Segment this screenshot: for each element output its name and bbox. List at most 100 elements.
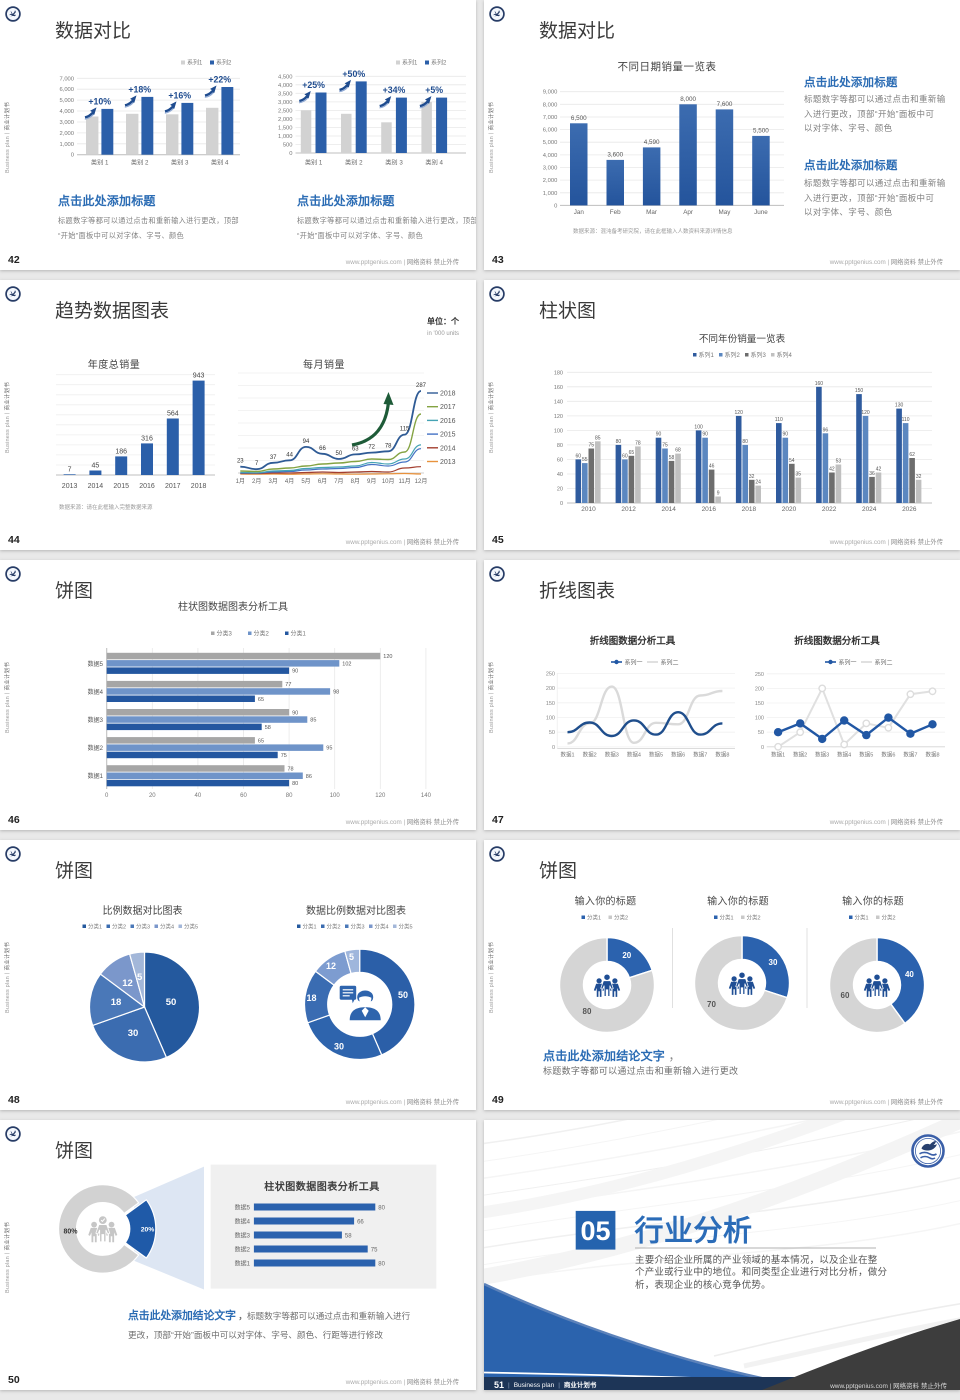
svg-text:不同日期销量一览表: 不同日期销量一览表 bbox=[618, 60, 717, 73]
svg-text:78: 78 bbox=[288, 767, 294, 773]
svg-text:分类2: 分类2 bbox=[327, 923, 341, 931]
svg-text:分类2: 分类2 bbox=[112, 923, 126, 931]
svg-text:2013: 2013 bbox=[62, 483, 78, 490]
svg-text:数据来源：混沌备考研究院，请在此框输入人数资料来源详情信息: 数据来源：混沌备考研究院，请在此框输入人数资料来源详情信息 bbox=[573, 227, 733, 235]
svg-text:系列1: 系列1 bbox=[699, 351, 715, 359]
svg-text:120: 120 bbox=[861, 410, 870, 416]
svg-text:分类1: 分类1 bbox=[291, 630, 307, 638]
svg-text:96: 96 bbox=[823, 427, 829, 433]
svg-text:数据1: 数据1 bbox=[88, 772, 104, 780]
svg-text:类别 1: 类别 1 bbox=[91, 159, 109, 167]
svg-text:943: 943 bbox=[193, 373, 205, 380]
svg-text:60: 60 bbox=[841, 991, 850, 1000]
svg-text:8月: 8月 bbox=[351, 478, 360, 485]
svg-text:系列一: 系列一 bbox=[625, 658, 643, 666]
svg-text:Mar: Mar bbox=[646, 209, 657, 216]
svg-text:May: May bbox=[719, 209, 732, 216]
svg-text:3,000: 3,000 bbox=[59, 120, 74, 126]
svg-text:35: 35 bbox=[796, 472, 802, 478]
svg-text:数据4: 数据4 bbox=[88, 688, 104, 696]
svg-text:数据5: 数据5 bbox=[859, 751, 873, 759]
svg-text:150: 150 bbox=[546, 701, 555, 707]
svg-text:68: 68 bbox=[675, 448, 681, 454]
svg-text:9,000: 9,000 bbox=[543, 90, 558, 96]
svg-text:+34%: +34% bbox=[383, 85, 406, 95]
svg-text:80: 80 bbox=[583, 1007, 592, 1016]
svg-text:2020: 2020 bbox=[782, 506, 797, 513]
svg-text:30: 30 bbox=[334, 1042, 344, 1052]
svg-text:100: 100 bbox=[755, 716, 764, 722]
svg-text:120: 120 bbox=[554, 414, 563, 420]
svg-text:0: 0 bbox=[560, 501, 563, 507]
svg-text:90: 90 bbox=[292, 669, 298, 675]
svg-text:23: 23 bbox=[237, 459, 244, 465]
svg-text:85: 85 bbox=[310, 718, 316, 724]
svg-text:40: 40 bbox=[905, 970, 914, 979]
svg-text:40: 40 bbox=[557, 472, 563, 478]
svg-text:数据3: 数据3 bbox=[88, 716, 104, 724]
svg-text:60: 60 bbox=[622, 453, 628, 459]
svg-text:180: 180 bbox=[554, 370, 563, 376]
svg-text:90: 90 bbox=[656, 432, 662, 438]
svg-text:2010: 2010 bbox=[581, 506, 596, 513]
svg-text:12: 12 bbox=[122, 978, 133, 989]
svg-text:系列1: 系列1 bbox=[402, 59, 418, 67]
svg-text:5,000: 5,000 bbox=[59, 98, 74, 104]
svg-text:5: 5 bbox=[349, 952, 354, 962]
svg-text:2012: 2012 bbox=[621, 506, 636, 513]
svg-text:75: 75 bbox=[662, 443, 668, 449]
svg-text:42: 42 bbox=[829, 467, 835, 473]
svg-text:86: 86 bbox=[306, 774, 312, 780]
svg-text:45: 45 bbox=[92, 463, 100, 470]
svg-text:110: 110 bbox=[902, 417, 910, 423]
svg-text:80: 80 bbox=[557, 443, 563, 449]
svg-text:数据7: 数据7 bbox=[903, 751, 917, 759]
svg-text:20: 20 bbox=[557, 487, 563, 493]
svg-text:80: 80 bbox=[742, 439, 748, 445]
svg-text:90: 90 bbox=[783, 432, 789, 438]
svg-text:分类1: 分类1 bbox=[88, 923, 102, 931]
svg-text:数据2: 数据2 bbox=[583, 751, 597, 759]
svg-text:2022: 2022 bbox=[822, 506, 837, 513]
svg-text:9: 9 bbox=[717, 491, 720, 497]
svg-text:7,000: 7,000 bbox=[543, 115, 558, 121]
svg-text:1月: 1月 bbox=[236, 478, 245, 485]
svg-text:系列二: 系列二 bbox=[661, 658, 679, 666]
svg-text:90: 90 bbox=[292, 710, 298, 716]
svg-text:数据5: 数据5 bbox=[235, 1203, 251, 1211]
svg-text:160: 160 bbox=[554, 385, 563, 391]
svg-text:分类2: 分类2 bbox=[882, 914, 896, 922]
svg-text:140: 140 bbox=[421, 793, 432, 799]
svg-text:4,000: 4,000 bbox=[59, 109, 74, 115]
svg-text:58: 58 bbox=[345, 1233, 352, 1239]
svg-text:58: 58 bbox=[265, 725, 271, 731]
svg-text:分类3: 分类3 bbox=[217, 630, 233, 638]
svg-text:7,600: 7,600 bbox=[717, 101, 733, 108]
svg-text:0: 0 bbox=[761, 745, 764, 751]
svg-text:05: 05 bbox=[580, 1216, 610, 1246]
svg-text:+5%: +5% bbox=[425, 85, 443, 95]
svg-text:2026: 2026 bbox=[902, 506, 917, 513]
svg-text:4月: 4月 bbox=[285, 478, 294, 485]
svg-text:110: 110 bbox=[775, 417, 783, 423]
svg-text:95: 95 bbox=[326, 746, 332, 752]
svg-text:数据4: 数据4 bbox=[627, 751, 641, 759]
svg-text:50: 50 bbox=[336, 451, 343, 457]
svg-text:0: 0 bbox=[105, 793, 109, 799]
svg-text:5月: 5月 bbox=[301, 478, 310, 485]
svg-text:65: 65 bbox=[629, 450, 635, 456]
svg-text:58: 58 bbox=[669, 455, 675, 461]
svg-text:46: 46 bbox=[709, 464, 715, 470]
svg-text:12: 12 bbox=[326, 961, 336, 971]
svg-text:行业分析: 行业分析 bbox=[634, 1215, 753, 1248]
svg-text:55: 55 bbox=[582, 457, 588, 463]
svg-text:80: 80 bbox=[616, 439, 622, 445]
svg-text:2017: 2017 bbox=[440, 404, 456, 411]
svg-text:0: 0 bbox=[289, 151, 292, 157]
svg-text:年度总销量: 年度总销量 bbox=[88, 358, 141, 371]
svg-text:数据比例数据对比图表: 数据比例数据对比图表 bbox=[306, 904, 406, 917]
svg-text:分类3: 分类3 bbox=[136, 923, 150, 931]
svg-text:+50%: +50% bbox=[342, 69, 365, 79]
svg-text:2月: 2月 bbox=[252, 478, 261, 485]
svg-text:数据6: 数据6 bbox=[881, 751, 895, 759]
